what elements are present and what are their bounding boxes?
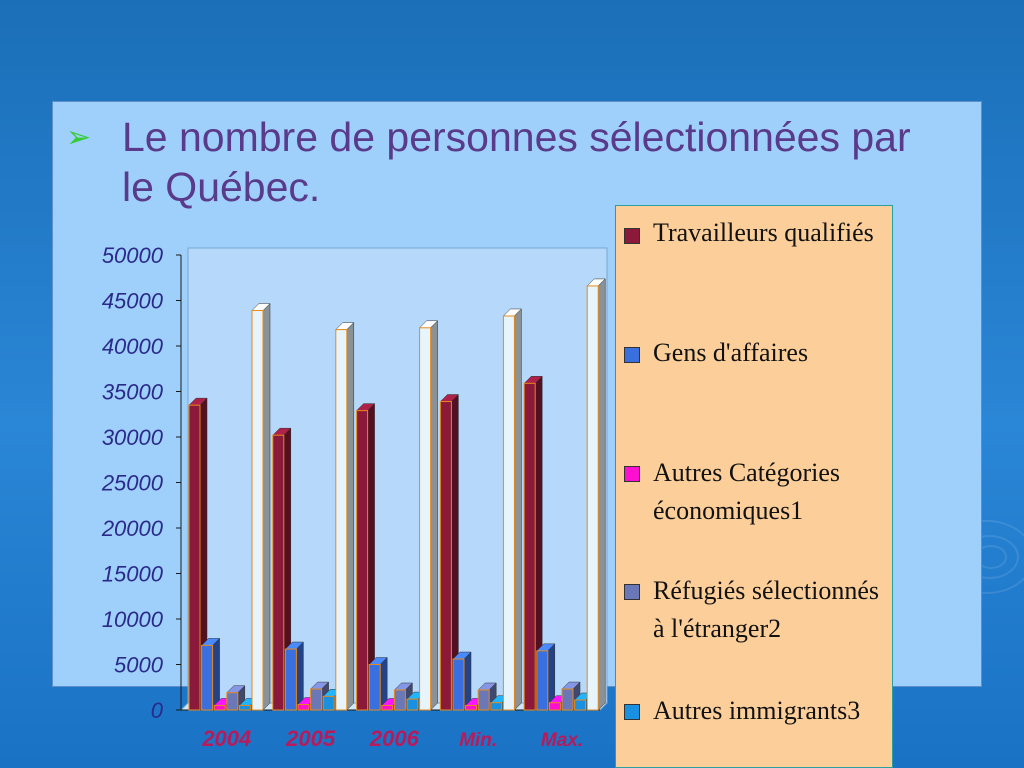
bar [322, 695, 335, 711]
legend-label: Autres immigrants3 [653, 696, 861, 725]
y-tick-label: 40000 [102, 334, 164, 359]
y-tick-label: 25000 [101, 471, 164, 496]
x-tick-label: 2004 [201, 726, 251, 751]
bar [502, 315, 515, 711]
bar-side [597, 278, 606, 711]
bar [368, 664, 381, 711]
bar-side [212, 637, 220, 711]
legend-swatch [624, 704, 640, 720]
bar [335, 329, 348, 711]
bar [393, 689, 406, 711]
x-tick-label: 2006 [369, 726, 420, 751]
bar [381, 704, 394, 711]
y-tick-label: 35000 [102, 380, 164, 405]
y-tick-label: 30000 [102, 425, 164, 450]
bar [419, 327, 432, 711]
bar [536, 650, 549, 711]
legend-label: Travailleurs qualifiés [653, 218, 874, 247]
y-tick-label: 45000 [102, 289, 164, 314]
legend-swatch [624, 466, 640, 482]
bar-side [296, 641, 304, 711]
bar [465, 704, 478, 711]
slide-title: Le nombre de personnes sélectionnées par… [122, 114, 911, 210]
bar [548, 702, 561, 711]
chart-back-wall [187, 247, 608, 704]
bar [251, 310, 264, 711]
bar [490, 702, 503, 711]
bar [188, 404, 201, 711]
bar [439, 401, 452, 711]
bar [272, 434, 285, 711]
bar [201, 644, 214, 711]
bar [213, 704, 226, 711]
x-tick-label: Min. [459, 730, 497, 751]
x-tick-label: Max. [541, 730, 583, 751]
bar [284, 648, 297, 711]
legend-label: Autres Catégories économiques1 [653, 458, 841, 525]
legend-swatch [624, 228, 640, 244]
bar-side [262, 302, 271, 711]
bar [310, 688, 323, 711]
bar [523, 382, 536, 711]
y-tick-label: 50000 [102, 243, 164, 268]
bar [561, 688, 574, 711]
bar-side [346, 322, 355, 711]
y-tick-label: 5000 [114, 653, 164, 678]
y-tick-label: 10000 [102, 607, 164, 632]
bar [297, 704, 310, 711]
legend-swatch [624, 584, 640, 600]
legend-label: Réfugiés sélectionnés à l'étranger2 [653, 576, 879, 643]
bar [356, 410, 369, 711]
arrow-bullet-icon: ➢ [66, 120, 92, 155]
y-tick-label: 15000 [102, 562, 164, 587]
chart-legend: Travailleurs qualifiés Gens d'affaires A… [615, 205, 893, 768]
bar [452, 658, 465, 711]
y-tick-label: 20000 [101, 516, 164, 541]
bar-side [514, 308, 522, 711]
bar [238, 704, 251, 711]
bar [574, 699, 587, 711]
bar [406, 698, 419, 711]
bar-side [430, 320, 438, 711]
bar [226, 692, 239, 711]
bar [477, 689, 490, 711]
legend-label: Gens d'affaires [653, 338, 809, 367]
x-tick-label: 2005 [285, 726, 336, 751]
legend-swatch [624, 347, 640, 363]
bar [586, 285, 599, 711]
y-tick-label: 0 [151, 698, 164, 723]
